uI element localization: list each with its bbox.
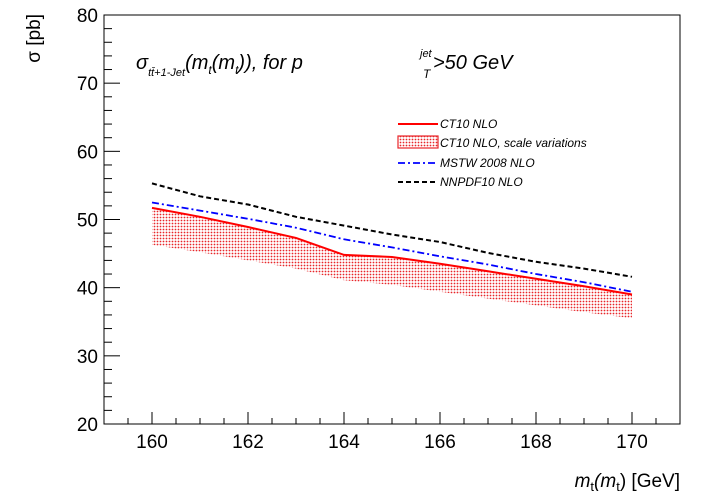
x-tick-label: 162 (232, 432, 264, 453)
legend: CT10 NLO CT10 NLO, scale variations MSTW 2… (397, 117, 587, 189)
annotation-arg-sub2: t (235, 63, 239, 77)
y-tick-label: 70 (77, 74, 98, 95)
annotation-arg-sub1: t (208, 63, 212, 77)
x-tick-label: 164 (328, 432, 360, 453)
annotation-pt-sup: jet (418, 48, 433, 60)
x-tick-label: 160 (136, 432, 168, 453)
annotation-sigma: σ (136, 52, 149, 74)
legend-label: NNPDF10 NLO (440, 175, 523, 189)
x-title-m: m (575, 471, 591, 492)
y-tick-label: 50 (77, 211, 98, 232)
legend-label: MSTW 2008 NLO (440, 156, 535, 170)
y-tick-label: 30 (77, 347, 98, 368)
y-tick-label: 40 (77, 279, 98, 300)
x-title-close: ) [GeV] (620, 471, 680, 492)
y-ticks: 20 30 40 50 60 70 80 (77, 6, 120, 436)
y-tick-label: 80 (77, 6, 98, 27)
annotation-arg-mid: (m (212, 52, 235, 74)
x-ticks: 160 162 164 166 168 170 (103, 412, 681, 453)
x-tick-label: 170 (616, 432, 648, 453)
series-line-0 (151, 206, 633, 296)
x-title-sub1: t (590, 479, 594, 494)
series-line-2 (151, 182, 633, 278)
scale-variation-band-layer (152, 207, 632, 319)
x-tick-label: 168 (520, 432, 552, 453)
legend-label: CT10 NLO (440, 117, 497, 131)
chart-annotation: σtt̄+1-Jet(mt(mt)), for p (136, 52, 303, 79)
series-line-1 (151, 201, 633, 293)
annotation-cut: >50 GeV (433, 52, 514, 74)
x-tick-label: 166 (424, 432, 456, 453)
annotation-arg-close: )), for p (236, 52, 302, 74)
y-tick-label: 60 (77, 142, 98, 163)
x-title-open: (m (594, 471, 616, 492)
x-axis-title: mt(mt) [GeV] (575, 471, 680, 494)
annotation-subscript: tt̄+1-Jet (148, 67, 186, 79)
annotation-arg-open: (m (185, 52, 208, 74)
annotation-pt-sub: T (423, 67, 432, 81)
y-axis-title: σ [pb] (24, 14, 45, 63)
legend-label: CT10 NLO, scale variations (440, 136, 587, 150)
legend-band-swatch (397, 135, 439, 149)
y-tick-label: 20 (77, 415, 98, 436)
x-title-sub2: t (616, 479, 620, 494)
scale-variation-band (152, 207, 632, 319)
series-layer (151, 182, 633, 296)
